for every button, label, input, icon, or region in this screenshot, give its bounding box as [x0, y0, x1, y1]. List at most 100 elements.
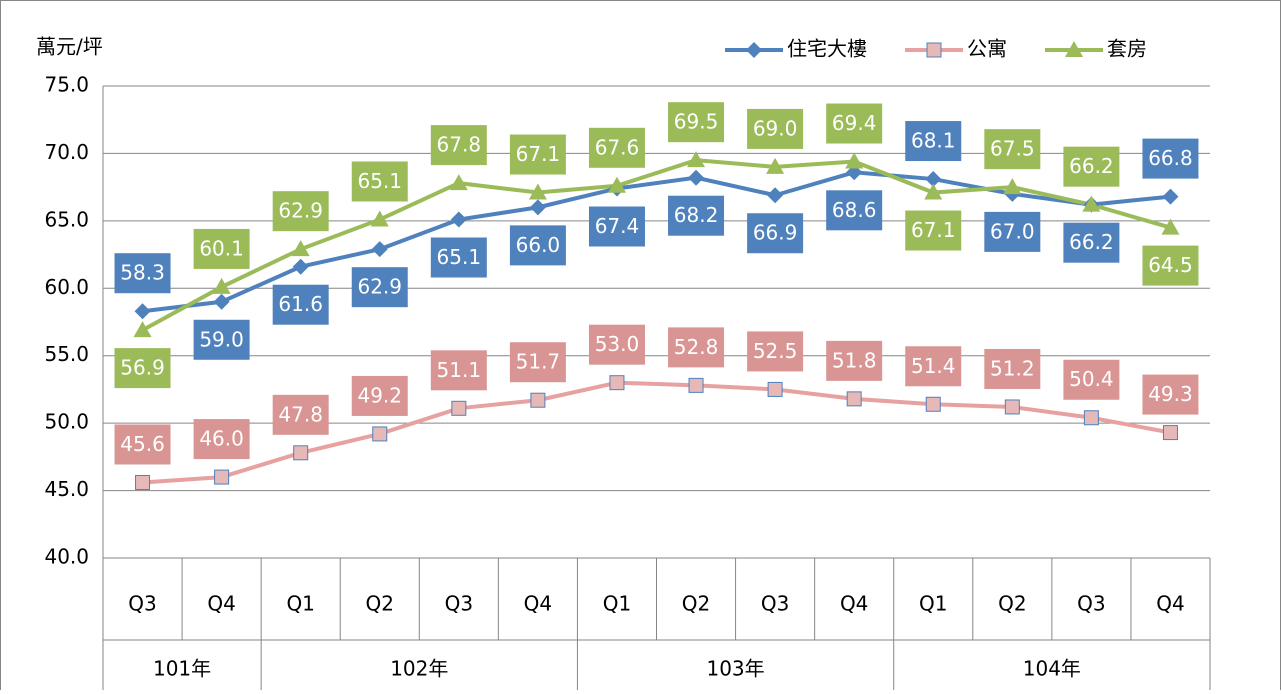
data-label: 49.3 — [1148, 382, 1193, 406]
data-label: 45.6 — [120, 432, 165, 456]
data-label-box — [351, 267, 408, 308]
marker — [687, 151, 706, 168]
marker — [135, 474, 151, 490]
series-line — [141, 158, 1172, 332]
data-label-box — [509, 225, 566, 266]
legend-label: 套房 — [1107, 37, 1147, 61]
data-label-box — [114, 253, 171, 294]
x-tick-label: Q2 — [998, 592, 1026, 616]
data-label: 64.5 — [1148, 253, 1193, 277]
data-label-box — [430, 350, 487, 391]
data-label-box — [272, 191, 329, 232]
data-label-box — [984, 129, 1041, 170]
marker — [134, 303, 151, 320]
y-tick-label: 45.0 — [44, 477, 89, 501]
data-label-box — [905, 210, 962, 251]
data-label-box — [588, 324, 645, 365]
data-label: 65.1 — [437, 245, 482, 269]
data-label-box — [668, 102, 725, 143]
y-tick-label: 40.0 — [44, 545, 89, 569]
data-label: 67.5 — [990, 137, 1035, 161]
data-label: 50.4 — [1069, 367, 1114, 391]
marker — [926, 42, 942, 58]
data-label-box — [351, 161, 408, 202]
marker — [530, 392, 546, 408]
marker — [370, 210, 389, 227]
data-label-box — [747, 213, 804, 254]
data-label: 67.0 — [990, 219, 1035, 243]
marker — [1161, 218, 1180, 235]
marker — [293, 445, 309, 461]
data-label: 67.4 — [595, 214, 640, 238]
marker — [371, 241, 388, 258]
x-group-label: 103年 — [706, 657, 764, 681]
marker — [372, 426, 388, 442]
data-label-box — [509, 134, 566, 175]
data-label-box — [826, 190, 883, 231]
data-label: 68.1 — [911, 129, 956, 153]
x-tick-label: Q4 — [524, 592, 552, 616]
data-label-box — [114, 348, 171, 389]
data-label: 62.9 — [357, 275, 402, 299]
data-label-box — [588, 206, 645, 247]
data-label-box — [1142, 138, 1199, 179]
data-label: 51.4 — [911, 354, 956, 378]
data-label: 66.0 — [516, 233, 561, 257]
marker — [924, 183, 943, 200]
data-label-box — [1063, 146, 1120, 187]
data-label-box — [1063, 359, 1120, 400]
marker — [451, 400, 467, 416]
data-label-box — [668, 195, 725, 236]
x-tick-label: Q4 — [1156, 592, 1184, 616]
x-group-label: 101年 — [153, 657, 211, 681]
y-tick-label: 50.0 — [44, 410, 89, 434]
data-label: 69.5 — [674, 110, 719, 134]
x-tick-label: Q2 — [682, 592, 710, 616]
marker — [688, 169, 705, 186]
data-label-box — [905, 121, 962, 162]
marker — [449, 174, 468, 191]
data-label: 56.9 — [120, 356, 165, 380]
x-tick-label: Q4 — [840, 592, 868, 616]
marker — [767, 381, 783, 397]
data-label: 52.5 — [753, 339, 798, 363]
y-tick-label: 55.0 — [44, 342, 89, 366]
data-label: 52.8 — [674, 335, 719, 359]
marker — [746, 42, 762, 58]
x-tick-label: Q1 — [919, 592, 947, 616]
marker — [291, 240, 310, 257]
data-label-box — [984, 348, 1041, 389]
data-label: 66.2 — [1069, 154, 1114, 178]
data-label: 66.9 — [753, 221, 798, 245]
marker — [846, 391, 862, 407]
marker — [607, 176, 626, 193]
marker — [1082, 195, 1101, 212]
marker — [1004, 399, 1020, 415]
data-label: 51.7 — [516, 350, 561, 374]
data-label: 65.1 — [357, 169, 402, 193]
data-label: 51.2 — [990, 356, 1035, 380]
data-label: 51.8 — [832, 348, 877, 372]
data-label-box — [1142, 374, 1199, 415]
y-tick-label: 65.0 — [44, 207, 89, 231]
data-label: 68.2 — [674, 203, 719, 227]
data-label-box — [193, 419, 250, 460]
data-label-box — [430, 237, 487, 278]
data-label: 53.0 — [595, 332, 640, 356]
data-label-box — [826, 340, 883, 381]
x-group-label: 102年 — [390, 657, 448, 681]
data-label: 67.6 — [595, 135, 640, 159]
data-label: 66.2 — [1069, 230, 1114, 254]
marker — [529, 199, 546, 216]
x-tick-label: Q1 — [286, 592, 314, 616]
data-label: 67.1 — [911, 218, 956, 242]
y-axis-title: 萬元/坪 — [36, 35, 103, 59]
x-tick-label: Q4 — [207, 592, 235, 616]
data-label-box — [747, 331, 804, 372]
marker — [609, 375, 625, 391]
data-label-box — [272, 284, 329, 325]
data-label-box — [193, 319, 250, 360]
data-label-box — [588, 127, 645, 168]
data-label: 46.0 — [199, 427, 244, 451]
